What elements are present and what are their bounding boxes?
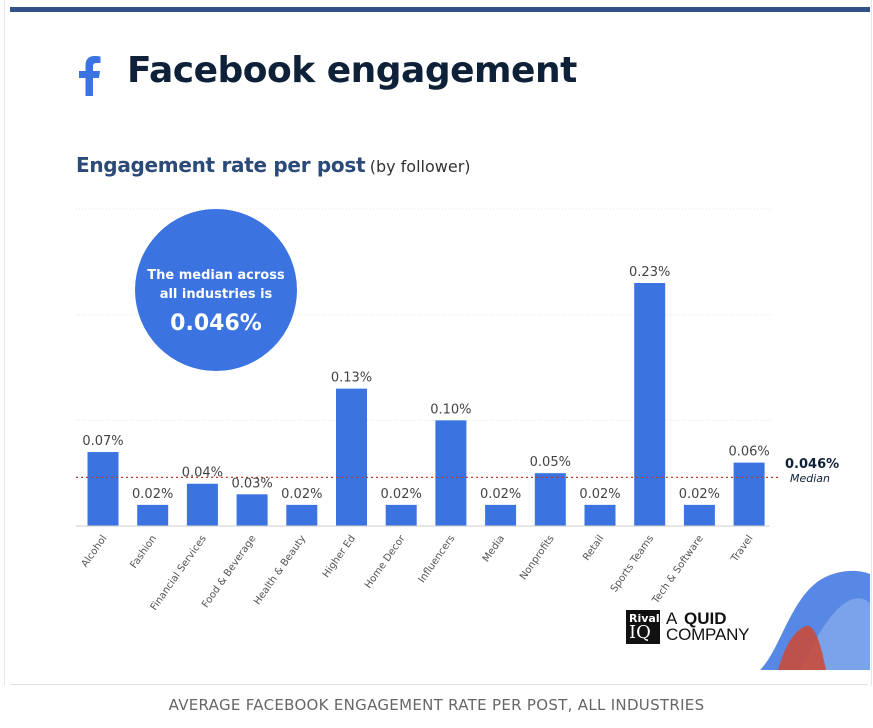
- x-tick-label: Retail: [581, 533, 606, 562]
- callout-value: 0.046%: [170, 311, 262, 336]
- subtitle-main: Engagement rate per post: [76, 153, 366, 177]
- median-value-label: 0.046%: [785, 457, 839, 472]
- data-label: 0.06%: [728, 445, 769, 460]
- bar: [534, 473, 566, 526]
- x-tick-label: Alcohol: [80, 533, 110, 569]
- data-label: 0.02%: [480, 487, 521, 502]
- x-tick-label: Financial Services: [149, 533, 209, 610]
- x-tick-label: Food & Beverage: [200, 533, 258, 610]
- x-tick-label: Nonprofits: [518, 533, 557, 582]
- rival-iq-mark: Rival IQ: [626, 610, 660, 644]
- data-label: 0.03%: [231, 476, 272, 491]
- x-tick-label: Sports Teams: [609, 533, 656, 594]
- x-tick-label: Tech & Software: [650, 533, 706, 606]
- data-label: 0.23%: [629, 265, 670, 280]
- bars: [76, 283, 770, 527]
- data-label: 0.10%: [430, 402, 471, 417]
- x-tick-label: Higher Ed: [321, 533, 358, 580]
- page-title: Facebook engagement: [127, 50, 577, 91]
- subtitle-qualifier: (by follower): [369, 157, 471, 176]
- footer-divider: [10, 684, 868, 685]
- chart-card: [4, 0, 872, 686]
- top-accent-bar: [10, 7, 870, 12]
- bar: [186, 483, 218, 526]
- x-tick-label: Influencers: [417, 533, 458, 585]
- brand-a: A: [666, 609, 678, 628]
- data-label: 0.02%: [281, 487, 322, 502]
- x-tick-label: Fashion: [128, 533, 159, 570]
- x-tick-label: Media: [481, 533, 507, 564]
- rival-iq-mark-top: Rival: [629, 612, 660, 625]
- facebook-icon: [79, 56, 101, 96]
- callout-line-2: all industries is: [160, 287, 273, 302]
- decorative-swoosh: [760, 570, 870, 670]
- data-label: 0.04%: [182, 466, 223, 481]
- bar: [286, 504, 318, 526]
- median-callout: The median across all industries is 0.04…: [135, 209, 297, 371]
- bar: [336, 388, 367, 526]
- median-callout-circle: [135, 209, 297, 371]
- data-label: 0.07%: [82, 434, 123, 449]
- data-label: 0.13%: [331, 371, 372, 386]
- data-labels: 0.07% 0.02% 0.04% 0.03% 0.02% 0.13% 0.02% 0.10%…: [82, 265, 769, 502]
- bar: [236, 494, 268, 526]
- bar: [683, 504, 715, 526]
- x-tick-label: Home Decor: [363, 533, 408, 591]
- chart-caption: AVERAGE FACEBOOK ENGAGEMENT RATE PER POS…: [168, 696, 705, 714]
- chart-subtitle: Engagement rate per post (by follower): [76, 153, 471, 177]
- bar: [87, 452, 119, 526]
- x-tick-label: Health & Beauty: [252, 533, 308, 607]
- bar: [634, 283, 666, 526]
- bar: [385, 504, 417, 526]
- rival-iq-mark-bottom: IQ: [629, 622, 651, 643]
- bar: [584, 504, 616, 526]
- data-label: 0.02%: [132, 487, 173, 502]
- median-word-label: Median: [790, 472, 830, 485]
- data-label: 0.02%: [679, 487, 720, 502]
- data-label: 0.02%: [381, 487, 422, 502]
- data-label: 0.02%: [579, 487, 620, 502]
- bar: [435, 420, 467, 526]
- x-tick-label: Travel: [729, 533, 756, 564]
- brand-company: COMPANY: [666, 625, 750, 644]
- bar: [485, 504, 517, 526]
- callout-line-1: The median across: [147, 268, 285, 283]
- brand-quid: QUID: [684, 609, 727, 628]
- bar: [137, 504, 169, 526]
- bar: [733, 462, 765, 526]
- bar-chart: 0.07% 0.02% 0.04% 0.03% 0.02% 0.13% 0.02% 0.10%…: [76, 208, 839, 610]
- data-label: 0.05%: [530, 455, 571, 470]
